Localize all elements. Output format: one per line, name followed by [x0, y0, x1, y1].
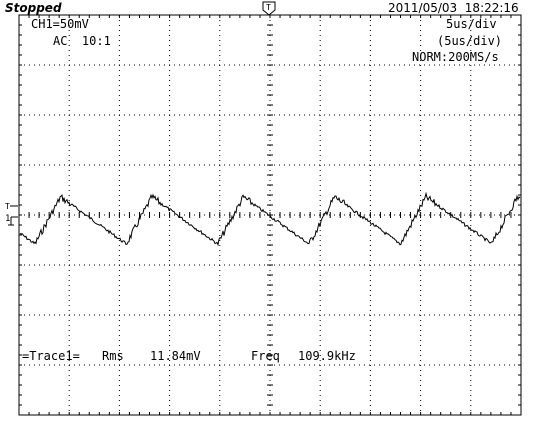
- channel1-waveform-trace: [19, 191, 521, 247]
- trigger-level-label: T: [5, 202, 10, 211]
- timestamp: 2011/05/03 18:22:16: [388, 1, 519, 15]
- measurement-freq-label: Freq: [251, 349, 280, 363]
- acquisition-status: Stopped: [5, 1, 62, 15]
- channel1-scale: CH1=50mV: [31, 17, 89, 31]
- measurement-source: =Trace1=: [22, 349, 80, 363]
- channel-ground-marker: 1: [5, 214, 18, 226]
- timebase-per-div-secondary: (5us/div): [437, 34, 503, 48]
- channel1-coupling: AC 10:1: [53, 34, 111, 48]
- measurement-rms-value: 11.84mV: [150, 349, 201, 363]
- trigger-position-marker: T: [262, 1, 276, 16]
- timebase-per-div: 5us/div: [446, 17, 497, 31]
- measurement-rms-label: Rms: [102, 349, 124, 363]
- channel-ground-label: 1: [5, 214, 10, 224]
- acquisition-mode: NORM:200MS/s: [412, 50, 499, 64]
- trigger-level-marker: T: [5, 202, 18, 211]
- measurement-freq-value: 109.9kHz: [298, 349, 356, 363]
- trigger-position-label: T: [266, 3, 271, 12]
